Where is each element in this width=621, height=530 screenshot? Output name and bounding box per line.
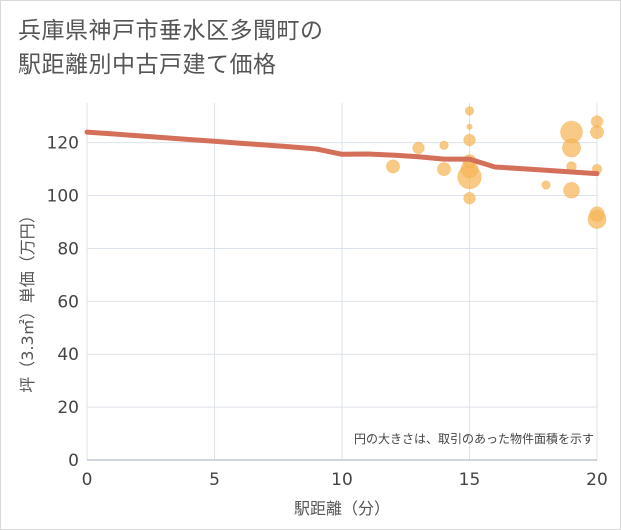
y-tick-labels: 0 20 40 60 80 100 120 (47, 134, 79, 471)
trend-line (84, 129, 600, 177)
bubble-point-14 (590, 115, 604, 128)
bubble-point-17 (439, 140, 449, 150)
y-tick-label-4: 80 (57, 239, 79, 259)
bubble-point-20 (466, 123, 473, 130)
bubble-point-12 (463, 133, 476, 147)
chart-title: 兵庫県神戸市垂水区多聞町の 駅距離別中古戸建て価格 (18, 14, 324, 82)
x-tick-label-2: 10 (331, 470, 353, 490)
y-tick-label-2: 40 (57, 345, 79, 365)
x-tick-label-4: 20 (586, 470, 608, 490)
y-tick-label-1: 20 (57, 398, 79, 418)
x-tick-label-1: 5 (209, 470, 220, 490)
bubble-point-8 (436, 162, 451, 177)
bubble-point-6 (589, 206, 605, 222)
y-tick-label-0: 0 (68, 451, 79, 471)
bubble-point-13 (463, 191, 476, 205)
y-tick-label-3: 60 (57, 292, 79, 312)
bubble-size-note: 円の大きさは、取引のあった物件面積を示す (354, 431, 594, 446)
x-tick-label-0: 0 (82, 470, 93, 490)
bubble-point-7 (385, 159, 400, 174)
bubble-point-2 (562, 138, 581, 158)
chart-title-line-2: 駅距離別中古戸建て価格 (18, 52, 277, 78)
bubble-point-5 (563, 181, 580, 199)
chart-title-line-1: 兵庫県神戸市垂水区多聞町の (18, 18, 324, 44)
x-axis-label: 駅距離（分） (294, 499, 390, 518)
x-tick-labels: 0 5 10 15 20 (82, 470, 608, 490)
y-tick-label-6: 120 (47, 134, 79, 154)
bubble-point-18 (464, 106, 475, 116)
bubble-point-19 (541, 180, 551, 190)
y-axis-label: 坪（3.3㎡）単価（万円） (18, 207, 37, 392)
y-tick-label-5: 100 (47, 187, 79, 207)
bubble-point-11 (412, 141, 425, 155)
x-tick-label-3: 15 (459, 470, 481, 490)
